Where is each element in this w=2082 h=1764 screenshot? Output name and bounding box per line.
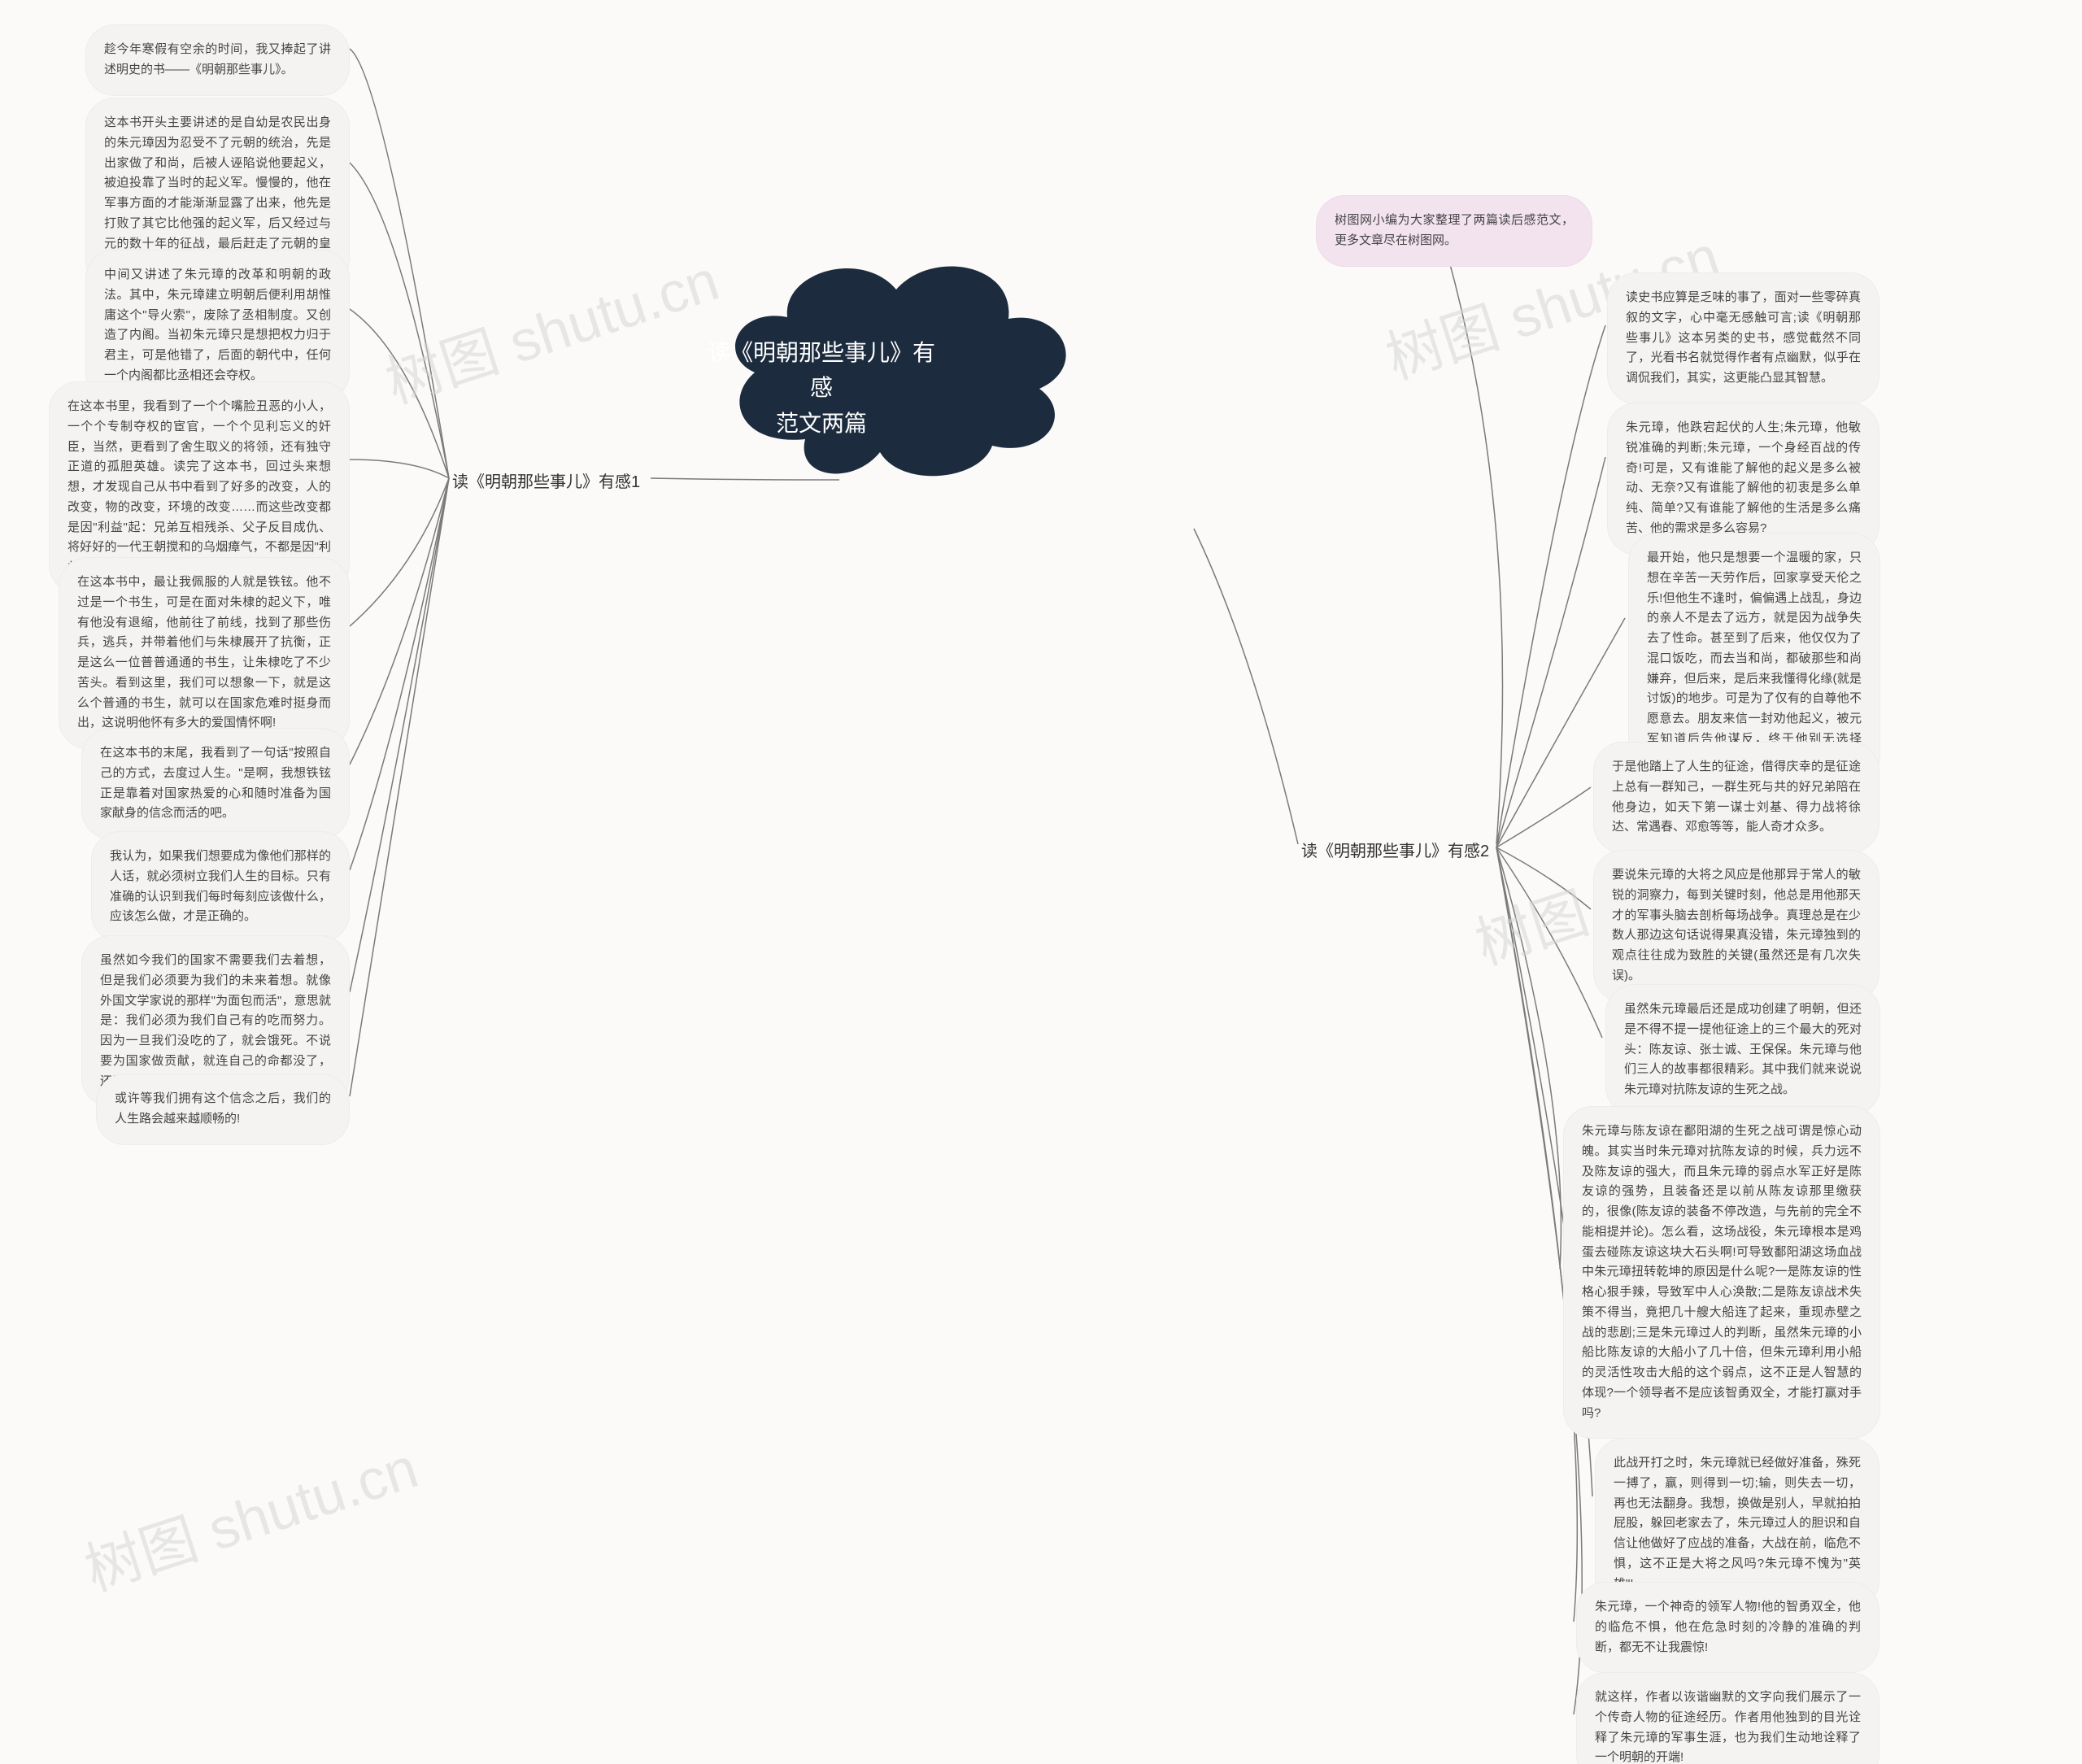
left-node-bubble: 中间又讲述了朱元璋的改革和明朝的政法。其中，朱元璋建立明朝后便利用胡惟庸这个"导… — [85, 250, 350, 402]
right-node-bubble: 朱元璋与陈友谅在鄱阳湖的生死之战可谓是惊心动魄。其实当时朱元璋对抗陈友谅的时候，… — [1563, 1106, 1880, 1439]
branch-right-label: 读《明朝那些事儿》有感2 — [1301, 838, 1489, 861]
center-title-line2: 范文两篇 — [776, 411, 867, 436]
watermark: 树图 shutu.cn — [374, 235, 728, 420]
right-node-bubble: 读史书应算是乏味的事了，面对一些零碎真叙的文字，心中毫无感触可言;读《明朝那些事… — [1607, 272, 1879, 404]
left-node-bubble: 或许等我们拥有这个信念之后，我们的人生路会越来越顺畅的! — [96, 1074, 350, 1145]
left-node-bubble: 趁今年寒假有空余的时间，我又捧起了讲述明史的书——《明朝那些事儿》。 — [85, 24, 350, 96]
right-node-bubble: 就这样，作者以诙谐幽默的文字向我们展示了一个传奇人物的征途经历。作者用他独到的目… — [1576, 1672, 1879, 1764]
right-intro-bubble: 树图网小编为大家整理了两篇读后感范文，更多文章尽在树图网。 — [1316, 195, 1592, 267]
branch-left-label: 读《明朝那些事儿》有感1 — [452, 468, 640, 492]
right-node-bubble: 虽然朱元璋最后还是成功创建了明朝，但还是不得不提一提他征途上的三个最大的死对头：… — [1605, 984, 1880, 1116]
right-node-bubble: 朱元璋，他跌宕起伏的人生;朱元璋，他敏锐准确的判断;朱元璋，一个身经百战的传奇!… — [1607, 403, 1879, 555]
left-node-bubble: 我认为，如果我们想要成为像他们那样的人话，就必须树立我们人生的目标。只有准确的认… — [91, 831, 350, 943]
center-title: 读《明朝那些事儿》有感 范文两篇 — [703, 335, 940, 441]
right-node-bubble: 朱元璋，一个神奇的领军人物!他的智勇双全，他的临危不惧，他在危急时刻的冷静的准确… — [1576, 1582, 1879, 1673]
right-node-bubble: 于是他踏上了人生的征途，借得庆幸的是征途上总有一群知己，一群生死与共的好兄弟陪在… — [1593, 742, 1879, 853]
left-node-bubble: 在这本书的末尾，我看到了一句话"按照自己的方式，去度过人生。"是啊，我想铁铉正是… — [81, 728, 350, 839]
left-node-bubble: 在这本书中，最让我佩服的人就是铁铉。他不过是一个书生，可是在面对朱棣的起义下，唯… — [59, 557, 350, 749]
right-node-bubble: 要说朱元璋的大将之风应是他那异于常人的敏锐的洞察力，每到关键时刻，他总是用他那天… — [1593, 850, 1879, 1002]
watermark: 树图 shutu.cn — [73, 1422, 427, 1607]
center-title-line1: 读《明朝那些事儿》有感 — [708, 340, 935, 400]
